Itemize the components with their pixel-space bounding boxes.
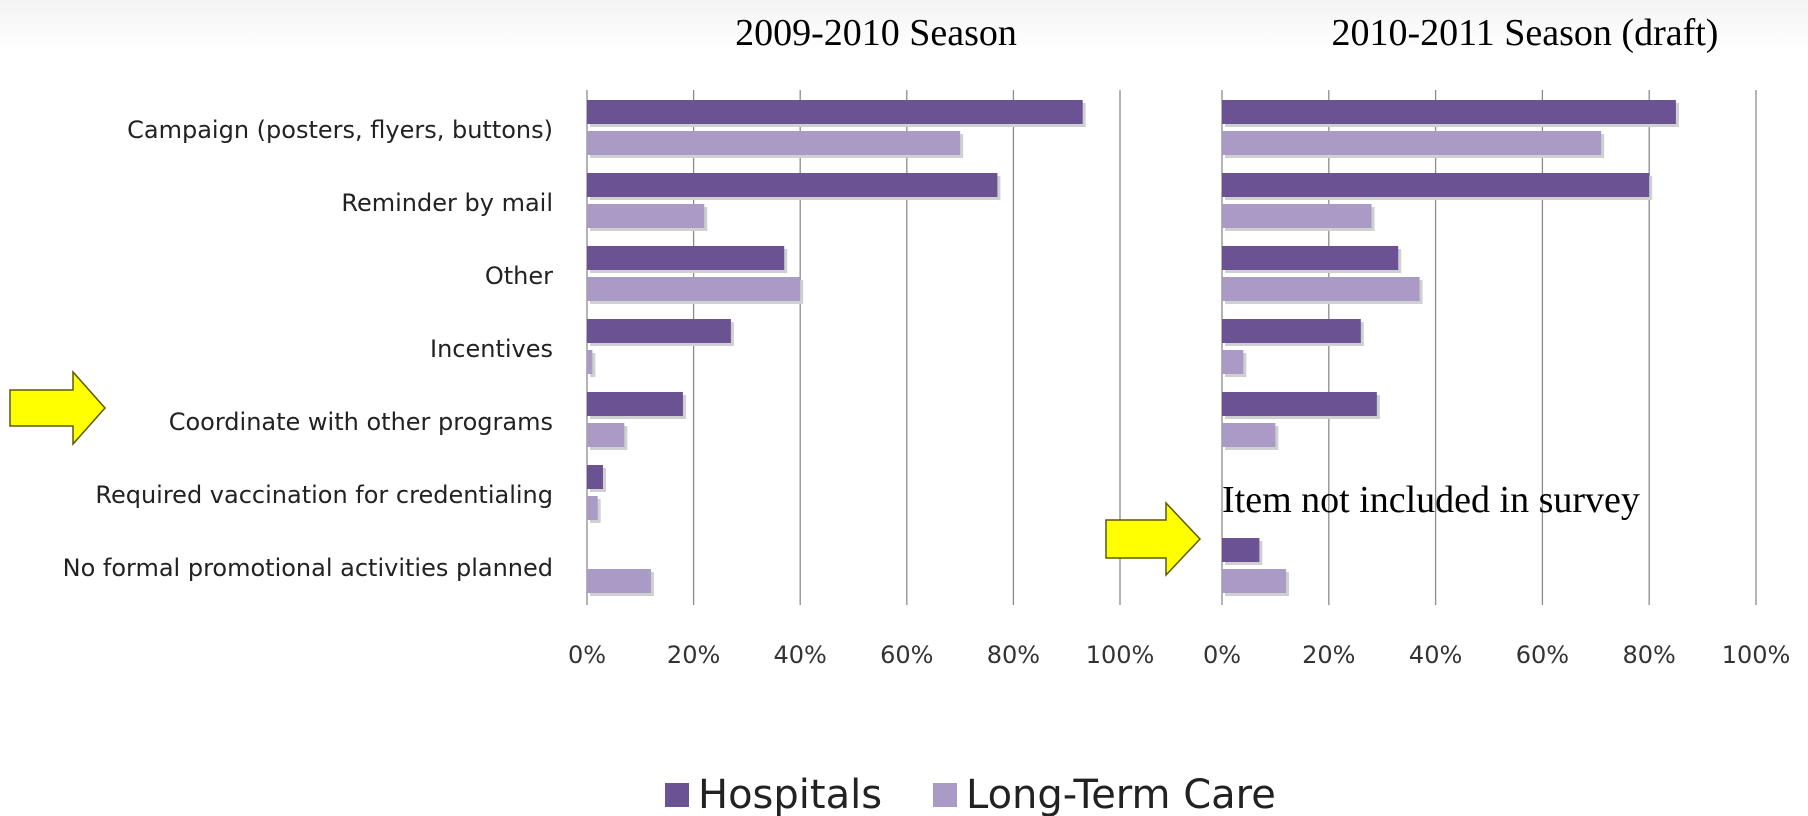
bar-hospitals-reminder-by-mail xyxy=(587,173,998,197)
bar-hospitals-incentives xyxy=(587,319,731,343)
bar-hospitals-campaign-posters-flyers-buttons xyxy=(587,100,1083,124)
chart-title-2009-2010: 2009-2010 Season xyxy=(735,12,1017,54)
bar-hospitals-other xyxy=(1222,246,1399,270)
x-tick-label: 100% xyxy=(1722,641,1791,669)
x-tick-label: 60% xyxy=(1516,641,1569,669)
x-tick-label: 100% xyxy=(1086,641,1155,669)
bars xyxy=(587,100,1679,596)
annotation-not-in-survey: Item not included in survey xyxy=(1222,479,1640,521)
x-tick-label: 20% xyxy=(667,641,720,669)
bar-hospitals-incentives xyxy=(1222,319,1361,343)
bar-hospitals-other xyxy=(587,246,785,270)
legend-label-hospitals: Hospitals xyxy=(698,772,882,816)
bar-hospitals-required-vaccination-for-credentialing xyxy=(587,465,603,489)
legend-label-long-term-care: Long-Term Care xyxy=(966,772,1276,816)
x-tick-label: 40% xyxy=(774,641,827,669)
category-label: Incentives xyxy=(430,335,553,363)
bar-hospitals-reminder-by-mail xyxy=(1222,173,1650,197)
bar-long-term-care-incentives xyxy=(587,350,593,374)
category-label: No formal promotional activities planned xyxy=(63,554,553,582)
bar-long-term-care-no-formal-promotional-activities-planned xyxy=(1222,569,1287,593)
category-label: Reminder by mail xyxy=(341,189,553,217)
bar-long-term-care-reminder-by-mail xyxy=(1222,204,1372,228)
highlight-arrow-left xyxy=(9,370,107,446)
bar-long-term-care-coordinate-with-other-programs xyxy=(587,423,625,447)
legend-swatch-hospitals xyxy=(665,783,689,807)
bar-long-term-care-incentives-shadow xyxy=(590,353,596,377)
category-label: Other xyxy=(485,262,553,290)
bar-hospitals-coordinate-with-other-programs xyxy=(587,392,683,416)
category-label: Campaign (posters, flyers, buttons) xyxy=(127,116,553,144)
bar-hospitals-coordinate-with-other-programs xyxy=(1222,392,1377,416)
bar-hospitals-no-formal-promotional-activities-planned xyxy=(1222,538,1260,562)
category-label: Coordinate with other programs xyxy=(169,408,553,436)
top-shade xyxy=(0,0,1808,52)
x-tick-label: 0% xyxy=(1203,641,1241,669)
category-label: Required vaccination for credentialing xyxy=(95,481,553,509)
bar-long-term-care-required-vaccination-for-credentialing xyxy=(587,496,598,520)
bar-long-term-care-other xyxy=(1222,277,1420,301)
x-tick-label: 80% xyxy=(1623,641,1676,669)
bar-long-term-care-campaign-posters-flyers-buttons xyxy=(1222,131,1602,155)
x-tick-label: 40% xyxy=(1409,641,1462,669)
x-tick-label: 20% xyxy=(1302,641,1355,669)
bar-hospitals-campaign-posters-flyers-buttons xyxy=(1222,100,1676,124)
bar-long-term-care-no-formal-promotional-activities-planned xyxy=(587,569,651,593)
x-tick-label: 60% xyxy=(880,641,933,669)
x-tick-label: 0% xyxy=(568,641,606,669)
bar-long-term-care-other xyxy=(587,277,801,301)
highlight-arrow-right xyxy=(1105,501,1202,577)
x-tick-label: 80% xyxy=(987,641,1040,669)
category-labels: Campaign (posters, flyers, buttons) Remin… xyxy=(63,116,554,582)
bar-long-term-care-reminder-by-mail xyxy=(587,204,705,228)
bar-long-term-care-incentives xyxy=(1222,350,1244,374)
bar-long-term-care-campaign-posters-flyers-buttons xyxy=(587,131,961,155)
legend: Hospitals Long-Term Care xyxy=(665,772,1276,816)
legend-swatch-long-term-care xyxy=(933,783,957,807)
bar-long-term-care-coordinate-with-other-programs xyxy=(1222,423,1276,447)
chart-title-2010-2011: 2010-2011 Season (draft) xyxy=(1332,12,1719,54)
x-tick-labels: 0% 20% 40% 60% 80% 100% 0% 20% 40% 60% 80% 100% xyxy=(568,641,1790,669)
